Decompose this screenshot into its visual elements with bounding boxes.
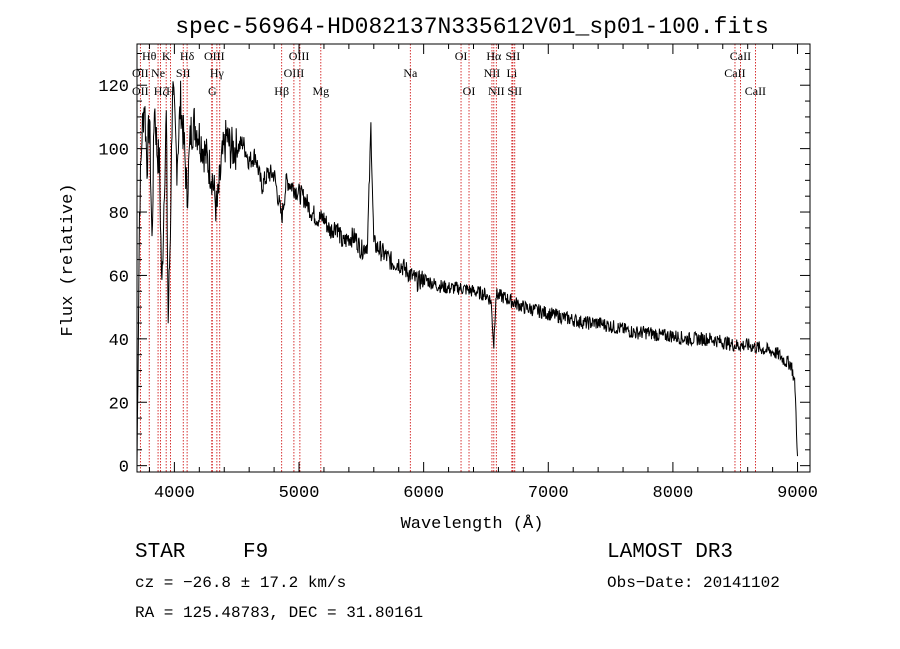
line-label: CaII (745, 84, 766, 98)
x-tick-label: 4000 (154, 484, 195, 503)
line-label: CaII (724, 66, 745, 80)
y-tick-label: 120 (98, 78, 129, 97)
coordinates: RA = 125.48783, DEC = 31.80161 (135, 604, 424, 622)
line-label: OIII (284, 66, 305, 80)
y-tick-label: 20 (109, 395, 129, 414)
line-label: Mg (312, 84, 329, 98)
line-label: Hθ (142, 49, 157, 63)
line-label: OI (455, 49, 468, 63)
line-label: OII (132, 66, 149, 80)
line-label: OII (132, 84, 149, 98)
x-axis-label: Wavelength (Å) (401, 515, 544, 534)
x-tick-label: 6000 (403, 484, 444, 503)
y-tick-label: 40 (109, 332, 129, 351)
spectrum-line (136, 80, 798, 467)
observation-date: Obs−Date: 20141102 (607, 574, 780, 592)
x-axis-ticks: 4000 5000 6000 7000 8000 9000 (148, 44, 818, 503)
y-axis-label: Flux (relative) (59, 183, 78, 336)
line-label: Hζ (154, 84, 168, 98)
line-label: SII (506, 49, 521, 63)
object-type: STAR (135, 541, 186, 564)
line-label: Hδ (180, 49, 195, 63)
y-tick-label: 100 (98, 142, 129, 161)
survey-name: LAMOST DR3 (607, 541, 734, 564)
y-tick-label: 0 (119, 459, 129, 478)
y-tick-label: 80 (109, 205, 129, 224)
line-label: NII (484, 66, 501, 80)
chart-title: spec-56964-HD082137N335612V01_sp01-100.f… (175, 14, 769, 40)
plot-frame (136, 43, 811, 473)
line-label: Na (403, 66, 418, 80)
y-tick-label: 60 (109, 268, 129, 287)
line-label: CaII (730, 49, 751, 63)
line-label: OIII (204, 49, 225, 63)
spectral-line-labels: Hθ K Hδ OIII OIII OI Hα SII CaII OII Ne SII Hγ OIII Na… (132, 49, 766, 98)
line-label: Hγ (210, 66, 225, 80)
spectral-line-markers (139, 44, 756, 472)
x-tick-label: 5000 (279, 484, 320, 503)
redshift-cz: cz = −26.8 ± 17.2 km/s (135, 574, 347, 592)
x-tick-label: 8000 (653, 484, 694, 503)
line-label: G (208, 84, 217, 98)
x-tick-label: 7000 (528, 484, 569, 503)
line-label: SII (507, 84, 522, 98)
line-label: NII (488, 84, 505, 98)
line-label: K (162, 49, 171, 63)
line-label: Li (507, 66, 518, 80)
line-label: H (166, 84, 175, 98)
y-axis-ticks: 0 20 40 60 80 100 120 (98, 53, 810, 478)
line-label: Hβ (274, 84, 289, 98)
line-label: Hα (486, 49, 502, 63)
line-label: Ne (151, 66, 165, 80)
line-label: OIII (289, 49, 310, 63)
line-label: SII (176, 66, 191, 80)
line-label: OI (463, 84, 476, 98)
subclass: F9 (243, 541, 269, 564)
x-tick-label: 9000 (777, 484, 818, 503)
